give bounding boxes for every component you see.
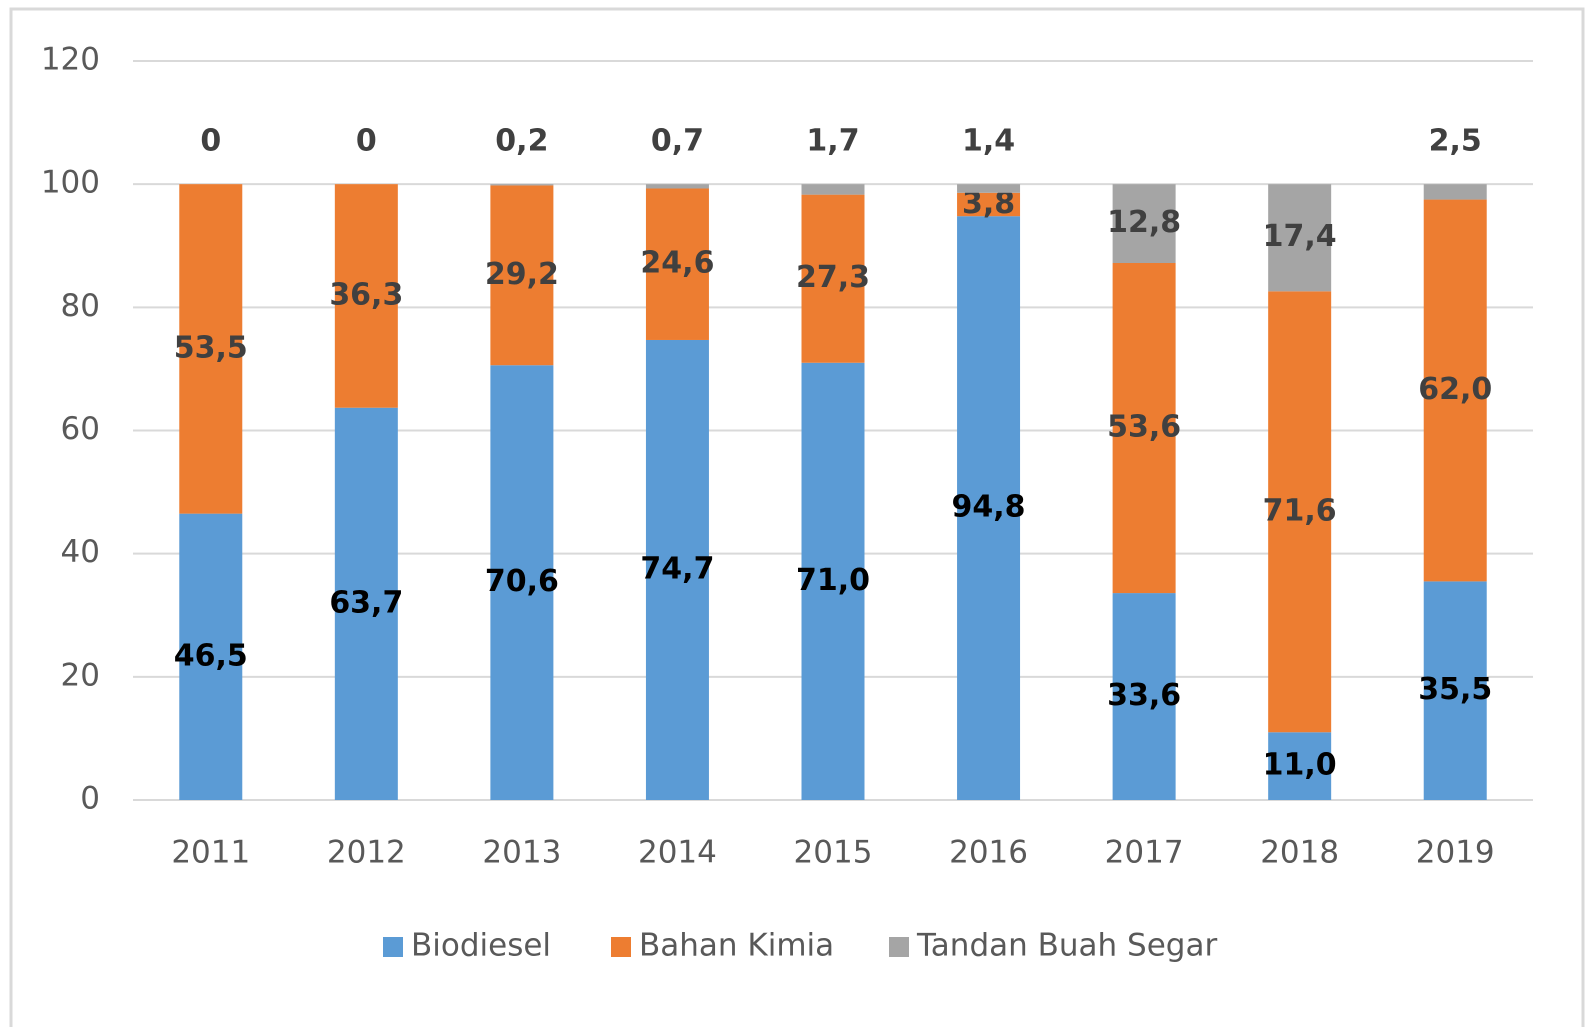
bar-segment [334,407,398,800]
bar-segment [490,185,554,366]
legend-swatch [889,937,909,957]
x-tick-label: 2017 [1105,835,1184,871]
data-label: 63,7 [329,585,403,620]
data-label: 29,2 [485,257,559,292]
data-label: 36,3 [329,277,403,312]
bar-segment [1423,581,1487,800]
data-label: 70,6 [485,564,559,599]
bar-segment [490,365,554,800]
y-tick-label: 20 [61,657,100,693]
data-label: 74,7 [640,551,714,586]
legend-swatch [383,937,403,957]
x-tick-label: 2013 [482,835,561,871]
y-tick-label: 40 [61,534,100,570]
data-label: 0,7 [651,124,704,159]
x-tick-label: 2019 [1416,835,1495,871]
x-tick-label: 2012 [327,835,406,871]
data-label: 0,2 [495,124,548,159]
bar-segment [179,184,243,514]
data-label: 94,8 [952,490,1026,525]
data-label: 1,4 [962,124,1015,159]
bar-segment [801,362,865,800]
bar-segment [1112,593,1176,800]
bar-segment [1112,184,1176,263]
bar-segment [1423,199,1487,582]
bar-segment [645,339,709,800]
bar-segment [645,188,709,340]
x-tick-label: 2014 [638,835,717,871]
y-tick-label: 80 [61,288,100,324]
bar-segment [1112,262,1176,594]
bar-segment [1268,291,1332,733]
data-label: 53,6 [1107,410,1181,445]
data-label: 17,4 [1263,219,1337,254]
bar-segment [801,194,865,363]
frame [9,7,1585,1027]
bar-segment [1423,184,1487,200]
data-label: 0 [356,124,377,159]
data-label: 71,0 [796,563,870,598]
data-label: 1,7 [806,124,859,159]
legend-label: Tandan Buah Segar [916,928,1217,964]
bar-segment [645,184,709,189]
y-tick-label: 100 [41,165,100,201]
bar-segment [1268,732,1332,800]
data-label: 71,6 [1263,493,1337,528]
bar-segment [957,216,1021,800]
y-tick-label: 120 [41,42,100,78]
bar-segment [801,184,865,195]
legend-label: Biodiesel [411,928,551,964]
data-label: 53,5 [174,330,248,365]
bar-segment [179,513,243,800]
bar-segment [957,192,1021,217]
bar-segment [1268,184,1332,292]
legend-label: Bahan Kimia [639,928,834,964]
bar-segment [490,184,554,186]
data-label: 2,5 [1429,124,1482,159]
legend-swatch [611,937,631,957]
bar-segment [334,184,398,408]
x-tick-label: 2015 [794,835,873,871]
data-label: 46,5 [174,638,248,673]
x-tick-label: 2016 [949,835,1028,871]
data-label: 33,6 [1107,678,1181,713]
data-label: 24,6 [640,246,714,281]
x-tick-label: 2018 [1260,835,1339,871]
data-label: 27,3 [796,260,870,295]
data-label: 62,0 [1418,372,1492,407]
bar-segment [957,184,1021,193]
y-tick-label: 60 [61,411,100,447]
y-tick-label: 0 [80,781,100,817]
data-label: 11,0 [1263,748,1337,783]
data-label: 12,8 [1107,205,1181,240]
data-label: 0 [200,124,221,159]
data-label: 35,5 [1418,672,1492,707]
x-tick-label: 2011 [171,835,250,871]
